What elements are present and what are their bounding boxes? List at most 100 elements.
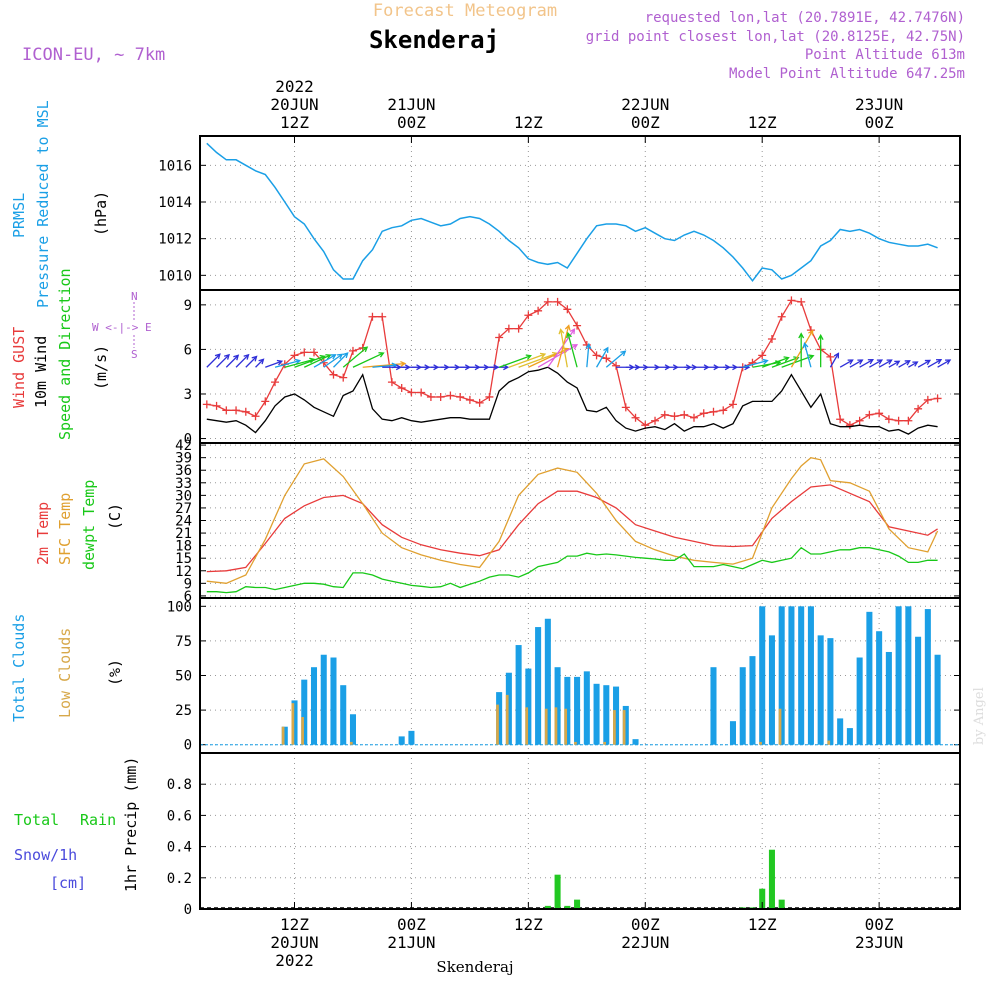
gust-marker	[884, 415, 893, 424]
total-cloud-bar	[895, 606, 902, 745]
wind-arrowhead	[744, 364, 751, 371]
wind-arrowhead	[569, 328, 576, 335]
wind-label: 10m Wind	[32, 336, 50, 408]
point-altitude: Point Altitude 613m	[805, 47, 965, 63]
wind-arrow	[362, 362, 406, 368]
compass-n: N	[131, 290, 138, 303]
gust-marker	[387, 378, 396, 387]
direction-label: Speed and Direction	[56, 268, 74, 440]
gust-marker	[933, 394, 942, 403]
gust-marker	[212, 401, 221, 410]
time-label-bottom: 00Z	[865, 915, 894, 934]
wind-arrowhead	[337, 353, 344, 360]
y-tick-label: 9	[184, 576, 192, 592]
time-label-bottom: 23JUN	[855, 933, 903, 952]
total-cloud-bar	[291, 700, 298, 745]
time-label-bottom: 20JUN	[270, 933, 318, 952]
time-label-top: 12Z	[748, 113, 777, 132]
gust-marker	[261, 397, 270, 406]
compass-s: S	[131, 348, 138, 361]
total-label: Total	[14, 811, 59, 829]
total-cloud-bar	[934, 654, 941, 745]
wind-arrow	[342, 346, 368, 368]
rain-bar	[768, 849, 775, 909]
low-cloud-bar	[574, 741, 577, 745]
y-tick-label: 42	[175, 438, 192, 454]
total-cloud-bar	[876, 631, 883, 745]
gust-marker	[465, 395, 474, 404]
y-tick-label: 3	[184, 387, 192, 403]
wind-arrowhead	[224, 353, 230, 360]
total-cloud-bar	[710, 667, 717, 745]
wind-arrowhead	[894, 360, 901, 366]
total-clouds-label: Total Clouds	[10, 614, 28, 722]
low-cloud-bar	[544, 708, 548, 745]
clouds-unit: (%)	[106, 659, 124, 686]
time-label-top: 2022	[275, 77, 314, 96]
gust-marker	[202, 400, 211, 409]
wind-arrowhead	[802, 341, 809, 349]
total-cloud-bar	[622, 705, 629, 745]
rain-bar	[574, 899, 581, 909]
wind-arrow	[498, 355, 531, 368]
wind-arrow	[878, 359, 892, 368]
wind-arrowhead	[847, 359, 854, 365]
time-label-top: 20JUN	[270, 95, 318, 114]
sfc-temp-line	[206, 456, 939, 584]
wind-arrow	[225, 354, 239, 368]
y-tick-label: 1014	[158, 195, 192, 211]
wind-arrow	[274, 359, 300, 368]
gust-marker	[758, 351, 767, 360]
rain-bar	[759, 888, 766, 909]
gust-marker	[612, 361, 621, 370]
low-cloud-bar	[778, 708, 782, 745]
total-cloud-bar	[613, 686, 620, 745]
product-title: Forecast Meteogram	[373, 1, 557, 21]
time-label-top: 23JUN	[855, 95, 903, 114]
wind-arrowhead	[924, 359, 932, 366]
wind-arrowhead	[214, 353, 221, 360]
low-cloud-bar	[759, 741, 762, 745]
gust-marker	[222, 406, 231, 415]
gust-marker	[241, 407, 250, 416]
temp-labels: 2m Temp SFC Temp dewpt Temp (C)	[34, 480, 124, 570]
pressure-unit: (hPa)	[92, 191, 110, 236]
wind-arrow	[859, 359, 874, 368]
low-cloud-bar	[291, 703, 295, 745]
wind-arrow	[518, 352, 558, 368]
y-tick-label: 1016	[158, 158, 192, 174]
wind-arrowhead	[400, 360, 407, 367]
gust-marker	[446, 391, 455, 400]
gust-marker	[670, 412, 679, 421]
location-title: Skenderaj	[369, 26, 499, 54]
snow-unit-label: [cm]	[50, 874, 86, 892]
gust-marker	[378, 312, 387, 321]
gust-marker	[563, 305, 572, 314]
wind-arrow	[303, 354, 331, 368]
gust-marker	[417, 388, 426, 397]
time-label-top: 00Z	[865, 113, 894, 132]
wind-arrow	[265, 360, 283, 368]
y-tick-label: 0.6	[167, 808, 192, 824]
wind-arrowhead	[539, 352, 547, 359]
wind-arrowhead	[325, 354, 332, 360]
wind-arrowhead	[251, 355, 258, 362]
gust-marker	[602, 354, 611, 363]
wind-arrowhead	[867, 358, 874, 365]
wind-arrowhead	[783, 356, 790, 362]
y-tick-label: 50	[175, 669, 192, 685]
wind-arrow	[829, 353, 839, 368]
wind-arrowhead	[571, 344, 579, 350]
requested-coords: requested lon,lat (20.7891E, 42.7476N)	[645, 10, 965, 26]
wind-arrow	[333, 352, 349, 368]
y-tick-label: 30	[175, 488, 192, 504]
wind-arrow	[869, 359, 883, 368]
gust-marker	[651, 416, 660, 425]
y-tick-label: 27	[175, 501, 192, 517]
total-cloud-bar	[905, 606, 912, 745]
total-cloud-bar	[778, 606, 785, 745]
y-tick-label: 6	[184, 342, 192, 358]
gust-marker	[339, 373, 348, 382]
y-tick-label: 24	[175, 514, 192, 530]
total-cloud-bar	[320, 654, 327, 745]
